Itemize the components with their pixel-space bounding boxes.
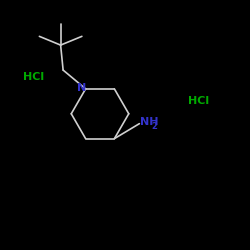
- Text: HCl: HCl: [188, 96, 209, 106]
- Text: 2: 2: [152, 122, 157, 131]
- Text: NH: NH: [140, 118, 158, 128]
- Text: N: N: [76, 82, 86, 92]
- Text: HCl: HCl: [23, 72, 44, 83]
